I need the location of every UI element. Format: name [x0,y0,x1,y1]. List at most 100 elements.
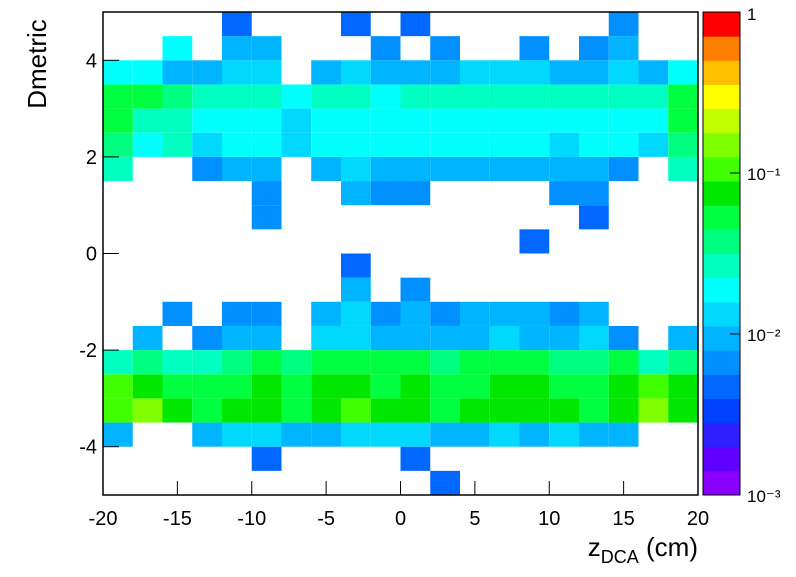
heat-cell [341,325,371,351]
heat-cell [668,60,698,85]
heat-cell [251,398,282,423]
heat-cell [222,36,252,61]
heat-cell [281,108,312,133]
heat-cell [132,350,163,375]
heat-cell [370,398,401,423]
heat-cell [519,132,550,157]
y-tick-label: 0 [86,244,97,266]
x-label-unit: (cm) [639,532,698,562]
heat-cell [400,108,431,133]
heat-cell [460,156,490,182]
heat-cell [251,374,282,399]
heat-cell [311,325,341,351]
colorbar-tick-label: 10⁻¹ [747,165,781,184]
heat-cell [311,108,341,133]
heat-cell [251,205,282,230]
heat-cell [668,84,698,109]
heat-cell [192,422,222,447]
heat-cell [579,36,609,61]
heat-cell [519,422,550,447]
heat-cell [132,374,163,399]
y-tick-label: 4 [86,50,97,72]
heat-cell [430,156,460,182]
heat-cell [430,350,460,375]
heat-cell [400,60,431,85]
heat-cell [489,132,520,157]
heat-cell [430,422,460,447]
heat-cell [489,325,520,351]
heat-cell [281,374,312,399]
heat-cell [192,132,222,157]
heat-cell [222,108,252,133]
heat-cell [519,374,550,399]
heat-cell [132,132,163,157]
heat-cell [668,325,698,351]
heat-cell [549,350,579,375]
heat-cell [519,84,550,109]
heat-cell [460,325,490,351]
heat-cell [608,60,639,85]
heat-cell [103,350,133,375]
heat-cell [222,374,252,399]
y-axis-label: Dmetric [22,19,52,109]
heat-cell [460,132,490,157]
heat-cell [370,422,401,447]
heat-cell [251,36,282,61]
heat-cell [608,422,639,447]
heat-cell [638,398,669,423]
x-tick-label: -20 [89,508,118,530]
heat-cell [430,301,460,326]
heat-cell [370,108,401,133]
heat-cell [251,181,282,206]
heat-cell [400,181,431,206]
x-label-sub: DCA [601,547,639,567]
heat-cell [400,301,431,326]
heat-cell [608,132,639,157]
color-band [703,470,740,496]
heat-cell [222,156,252,182]
heat-cell [668,398,698,423]
x-tick-label: 15 [613,508,635,530]
heat-cell [251,156,282,182]
heat-cell [222,350,252,375]
color-band [703,422,740,448]
y-tick-label: -2 [79,340,97,362]
heat-cell [341,84,371,109]
heat-cell [341,12,371,37]
x-label-base: z [588,532,601,562]
heat-cell [400,325,431,351]
heat-cell [400,277,431,302]
heat-cell [341,277,371,302]
heat-cell [222,422,252,447]
heat-cell [400,422,431,447]
heat-cell [519,325,550,351]
color-band [703,84,740,110]
heat-cell [608,398,639,423]
heat-cell [341,181,371,206]
color-band [703,350,740,375]
heat-cell [162,301,193,326]
heat-cell [222,325,252,351]
heat-cell [549,181,579,206]
heat-cell [549,422,579,447]
heat-cell [519,301,550,326]
heat-cell [311,156,341,182]
color-band [703,253,740,279]
heat-cell [132,84,163,109]
heat-cell [519,36,550,61]
x-tick-label: -15 [163,508,192,530]
heat-cell [460,374,490,399]
heat-cell [132,398,163,423]
heat-cell [192,156,222,182]
heat-cell [222,398,252,423]
heat-cell [519,108,550,133]
heat-cell [311,350,341,375]
heat-cell [400,84,431,109]
heat-cell [370,84,401,109]
heat-cell [162,132,193,157]
heat-cell [370,374,401,399]
color-band [703,12,740,37]
heat-cell [251,84,282,109]
color-band [703,132,740,158]
heat-cell [162,350,193,375]
